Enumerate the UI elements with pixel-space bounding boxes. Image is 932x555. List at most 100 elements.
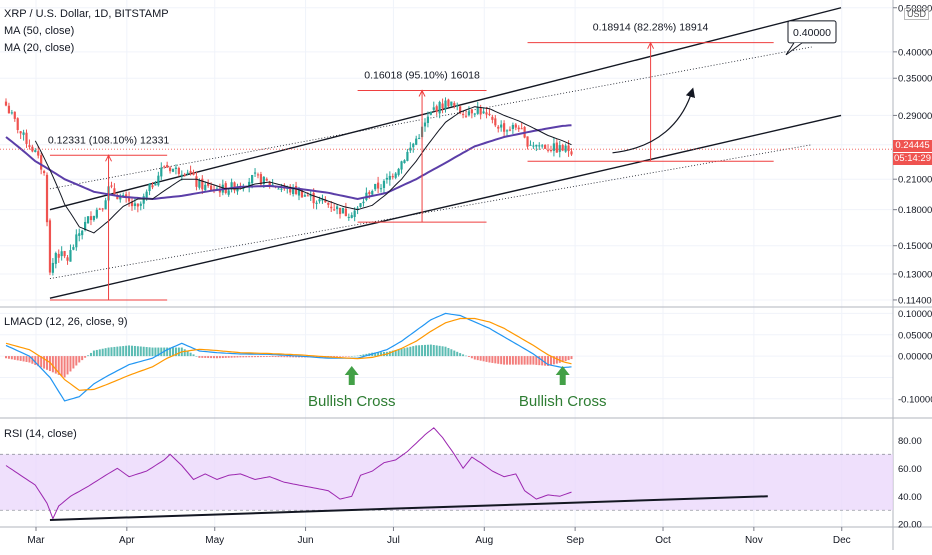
macd-histogram-bar <box>218 356 221 359</box>
candle-body <box>353 210 356 217</box>
macd-histogram-bar <box>418 345 421 357</box>
macd-histogram-bar <box>154 347 157 357</box>
macd-histogram-bar <box>265 356 268 357</box>
macd-histogram-bar <box>110 347 113 357</box>
macd-histogram-bar <box>262 356 265 358</box>
candle-body <box>201 178 204 190</box>
candle-body <box>324 199 327 203</box>
candle-body <box>476 107 479 114</box>
macd-histogram-bar <box>552 356 555 365</box>
candle-body <box>122 195 125 197</box>
macd-histogram-bar <box>157 347 160 357</box>
macd-histogram-bar <box>271 356 274 357</box>
candle-body <box>198 180 201 188</box>
candle-body <box>34 150 37 152</box>
candle-body <box>306 195 309 197</box>
macd-histogram-bar <box>19 356 22 361</box>
candle-body <box>157 175 160 186</box>
candle-body <box>37 151 40 156</box>
macd-histogram-bar <box>482 356 485 362</box>
macd-histogram-bar <box>488 356 491 363</box>
candle-body <box>335 206 339 210</box>
macd-histogram-bar <box>242 356 245 358</box>
macd-histogram-bar <box>274 356 277 358</box>
macd-histogram-bar <box>511 356 514 365</box>
bullish-cross-arrow <box>344 366 359 385</box>
macd-histogram-bar <box>7 356 10 359</box>
macd-histogram-bar <box>169 347 172 357</box>
macd-histogram-bar <box>201 356 204 358</box>
candle-body <box>256 174 260 176</box>
macd-histogram-bar <box>72 356 75 369</box>
macd-histogram-bar <box>51 356 54 373</box>
macd-histogram-bar <box>374 352 377 357</box>
bullish-cross-arrow <box>555 366 570 385</box>
candle-body <box>482 111 485 114</box>
macd-histogram-bar <box>479 356 482 361</box>
candle-body <box>248 181 251 187</box>
candle-body <box>113 188 116 195</box>
y-tick-label: 0.18000 <box>898 205 932 216</box>
channel-lower-line <box>49 114 842 299</box>
macd-histogram-bar <box>66 356 69 375</box>
candle-body <box>78 233 81 236</box>
x-tick-label: Jun <box>297 535 313 546</box>
macd-histogram-bar <box>133 345 136 357</box>
candle-body <box>461 113 465 115</box>
x-tick-label: Jul <box>387 535 400 546</box>
macd-histogram-bar <box>142 346 145 357</box>
candle-body <box>251 174 254 184</box>
candle-body <box>362 201 365 204</box>
macd-histogram-bar <box>517 356 520 365</box>
candle-body <box>341 207 345 214</box>
macd-histogram-bar <box>315 356 318 358</box>
measure-label: 0.16018 (95.10%) 16018 <box>364 69 480 81</box>
target-callout-box <box>787 20 837 44</box>
macd-histogram-bar <box>500 356 503 365</box>
candle-body <box>280 188 283 190</box>
macd-histogram-bar <box>409 346 412 357</box>
candle-body <box>315 202 318 204</box>
macd-histogram-bar <box>224 356 227 358</box>
candle-body <box>459 106 462 114</box>
currency-label[interactable]: USD <box>904 8 930 20</box>
macd-histogram-bar <box>213 356 216 359</box>
candle-body <box>497 126 500 129</box>
macd-histogram-bar <box>547 356 550 366</box>
candle-body <box>300 189 304 198</box>
candle-body <box>529 144 532 146</box>
candle-body <box>532 145 535 147</box>
macd-histogram-bar <box>186 350 189 357</box>
macd-histogram-bar <box>151 347 154 357</box>
candle-body <box>195 176 198 187</box>
macd-histogram-bar <box>204 356 207 358</box>
macd-histogram-bar <box>95 349 98 357</box>
candle-body <box>136 203 139 207</box>
macd-histogram-bar <box>438 345 441 357</box>
candle-body <box>277 188 280 190</box>
candle-body <box>19 131 22 134</box>
macd-histogram-bar <box>426 344 429 357</box>
candle-body <box>321 199 324 201</box>
y-tick-label: 0.29000 <box>898 111 932 122</box>
candle-body <box>467 111 471 116</box>
measure-arrowhead <box>418 89 426 97</box>
candle-body <box>110 185 113 187</box>
macd-histogram-bar <box>37 356 40 367</box>
candle-body <box>69 250 72 262</box>
candle-body <box>567 145 570 152</box>
candle-body <box>262 176 265 184</box>
macd-histogram-bar <box>245 356 248 358</box>
macd-histogram-bar <box>63 356 66 378</box>
x-tick-label: Apr <box>119 535 135 546</box>
symbol-title: XRP / U.S. Dollar, 1D, BITSTAMP <box>4 8 169 20</box>
candle-body <box>544 144 547 149</box>
candle-body <box>397 168 400 175</box>
macd-histogram-bar <box>388 351 391 357</box>
macd-histogram-bar <box>172 347 175 357</box>
macd-histogram-bar <box>341 356 344 357</box>
rsi-trendline <box>49 495 768 522</box>
macd-histogram-bar <box>122 346 125 357</box>
candle-body <box>183 174 186 176</box>
